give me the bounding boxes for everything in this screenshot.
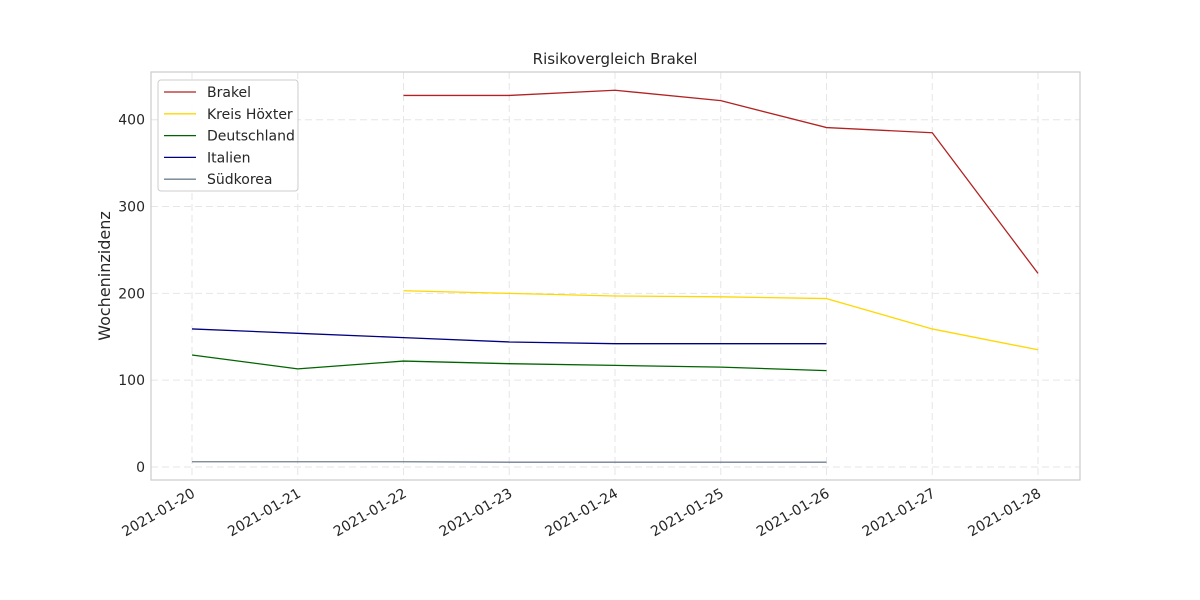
legend-label: Deutschland: [207, 129, 295, 145]
legend: Brakel Kreis Höxter Deutschland Italien Südk…: [157, 79, 299, 192]
chart-title: Risikovergleich Brakel: [533, 50, 698, 68]
legend-label: Kreis Höxter: [207, 107, 293, 123]
legend-label: Italien: [207, 150, 250, 166]
legend-box: [157, 79, 299, 192]
legend-label: Südkorea: [207, 172, 272, 188]
series-line-brakel: [403, 89, 1039, 274]
series-line-italien: [191, 328, 827, 345]
y-tick-label: 400: [118, 113, 145, 129]
y-axis-ticks: 0 100 200 300 400: [118, 113, 145, 476]
series-lines: [191, 89, 1039, 463]
series-line-deutschland: [191, 354, 827, 372]
y-tick-label: 100: [118, 373, 145, 389]
legend-label: Brakel: [207, 85, 251, 101]
y-tick-label: 0: [136, 460, 145, 476]
series-line-kreis-h-xter: [403, 290, 1039, 351]
y-axis-label: Wocheninzidenz: [95, 211, 114, 341]
y-tick-label: 200: [118, 286, 145, 302]
y-tick-label: 300: [118, 200, 145, 216]
grid: [151, 72, 1080, 480]
plot-frame: [150, 71, 1081, 481]
